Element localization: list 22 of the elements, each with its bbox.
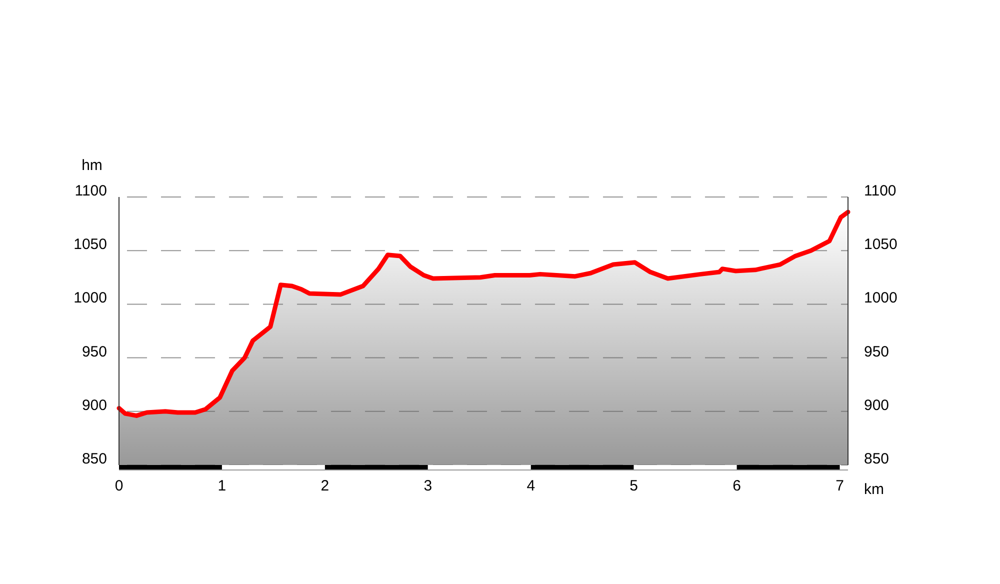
y-tick-label: 1000 — [74, 290, 107, 307]
y2-tick-label: 900 — [864, 396, 890, 414]
x-tick-label: 6 — [732, 478, 741, 495]
x-tick-label: 4 — [526, 478, 536, 495]
x-tick-label: 1 — [218, 478, 226, 495]
x-tick-label: 2 — [320, 478, 330, 495]
y-axis-title: hm — [82, 157, 102, 174]
y-tick-label: 900 — [82, 396, 107, 414]
x-tick-label: 0 — [114, 478, 124, 495]
y-tick-label: 850 — [82, 450, 107, 468]
y2-tick-label: 1050 — [864, 236, 898, 254]
y-tick-label: 1050 — [74, 236, 107, 254]
y2-tick-label: 950 — [864, 343, 890, 360]
y-tick-label: 950 — [82, 343, 107, 360]
y2-tick-label: 1100 — [864, 182, 896, 200]
y2-tick-label: 850 — [864, 450, 890, 468]
x-tick-label: 7 — [836, 478, 844, 495]
x-tick-label: 5 — [630, 478, 638, 495]
y2-tick-label: 1000 — [864, 290, 898, 307]
y-tick-label: 1100 — [74, 182, 107, 200]
x-axis-title: km — [864, 481, 884, 498]
x-tick-label: 3 — [424, 478, 432, 495]
